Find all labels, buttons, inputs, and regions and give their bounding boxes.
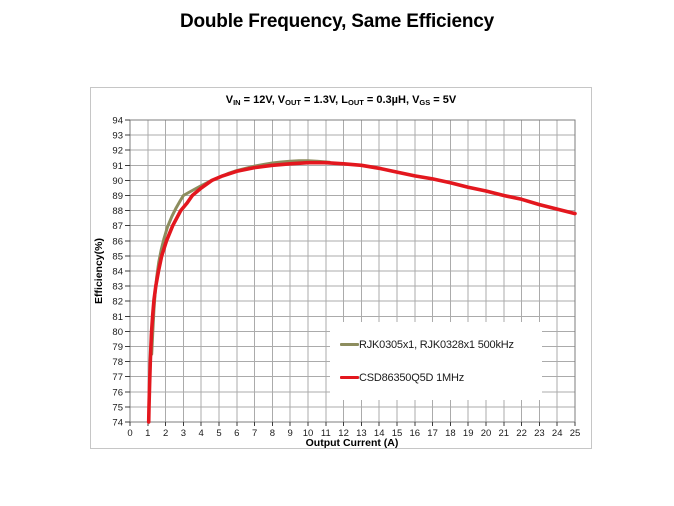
legend-line-swatch <box>340 343 359 346</box>
efficiency-chart-panel: VIN = 12V, VOUT = 1.3V, LOUT = 0.3µH, VG… <box>90 87 592 449</box>
subtitle-text: V <box>225 94 234 106</box>
y-tick-label: 94 <box>112 116 123 127</box>
x-tick-label: 1 <box>145 428 150 439</box>
y-tick-label: 93 <box>112 131 123 142</box>
series-line-500khz <box>150 159 331 356</box>
subtitle-text: = 1.3V, L <box>301 94 348 106</box>
x-tick-label: 5 <box>216 428 221 439</box>
y-tick-label: 80 <box>112 327 123 338</box>
legend-line-swatch <box>340 375 359 380</box>
x-tick-label: 15 <box>392 428 403 439</box>
y-tick-label: 87 <box>112 221 123 232</box>
legend-label: CSD86350Q5D 1MHz <box>359 371 465 384</box>
x-tick-label: 18 <box>445 428 456 439</box>
y-axis-title: Efficiency(%) <box>93 238 105 304</box>
x-tick-label: 21 <box>499 428 510 439</box>
subtitle-text: = 12V, V <box>240 94 286 106</box>
subtitle-subscript: OUT <box>348 98 364 107</box>
page-title: Double Frequency, Same Efficiency <box>179 11 495 32</box>
y-tick-label: 82 <box>112 297 123 308</box>
x-tick-label: 12 <box>338 428 349 439</box>
x-tick-label: 17 <box>427 428 438 439</box>
x-tick-label: 19 <box>463 428 474 439</box>
y-tick-label: 76 <box>112 387 123 398</box>
x-tick-label: 20 <box>481 428 492 439</box>
x-tick-label: 8 <box>270 428 275 439</box>
subtitle-subscript: GS <box>419 98 431 107</box>
x-tick-label: 25 <box>570 428 581 439</box>
x-tick-label: 0 <box>127 428 132 439</box>
y-tick-label: 75 <box>112 402 123 413</box>
legend-entry: RJK0305x1, RJK0328x1 500kHz <box>340 339 542 351</box>
x-tick-label: 23 <box>534 428 545 439</box>
subtitle-text: = 5V <box>430 94 457 106</box>
series-lines <box>146 159 577 424</box>
x-tick-label: 11 <box>321 428 331 439</box>
x-tick-label: 24 <box>552 428 563 439</box>
y-tick-label: 88 <box>112 206 123 217</box>
y-tick-label: 74 <box>112 418 123 429</box>
x-tick-label: 2 <box>163 428 168 439</box>
subtitle-text: = 0.3µH, V <box>363 94 420 106</box>
y-tick-label: 79 <box>112 342 123 353</box>
y-tick-label: 77 <box>112 372 123 383</box>
series-line-1mhz <box>146 160 577 424</box>
x-tick-label: 14 <box>374 428 385 439</box>
y-tick-label: 92 <box>112 146 123 157</box>
x-tick-label: 7 <box>252 428 257 439</box>
subtitle-subscript: OUT <box>285 98 301 107</box>
y-tick-label: 91 <box>112 161 123 172</box>
x-tick-label: 6 <box>234 428 239 439</box>
y-tick-label: 89 <box>112 191 123 202</box>
x-tick-label: 10 <box>303 428 314 439</box>
x-tick-label: 3 <box>181 428 186 439</box>
y-tick-label: 83 <box>112 282 123 293</box>
x-tick-label: 4 <box>199 428 204 439</box>
x-tick-label: 16 <box>410 428 421 439</box>
chart-legend: RJK0305x1, RJK0328x1 500kHz CSD86350Q5D 1… <box>330 322 542 400</box>
x-tick-label: 22 <box>516 428 527 439</box>
y-tick-label: 90 <box>112 176 123 187</box>
y-tick-label: 81 <box>112 312 123 323</box>
chart-subtitle: VIN = 12V, VOUT = 1.3V, LOUT = 0.3µH, VG… <box>91 94 591 107</box>
legend-entry: CSD86350Q5D 1MHz <box>340 372 542 384</box>
tick-labels: 0 1 2 3 4 5 6 7 8 9 10 11 12 13 14 15 16 17 18 19 20 21 22 23 24… <box>112 116 580 440</box>
y-tick-label: 86 <box>112 236 123 247</box>
y-tick-label: 85 <box>112 251 123 262</box>
legend-label: RJK0305x1, RJK0328x1 500kHz <box>359 338 514 351</box>
y-tick-label: 78 <box>112 357 123 368</box>
y-tick-label: 84 <box>112 267 123 278</box>
subtitle-subscript: IN <box>233 98 241 107</box>
x-tick-label: 9 <box>288 428 293 439</box>
x-tick-label: 13 <box>356 428 367 439</box>
tick-marks <box>125 119 576 426</box>
x-axis-title: Output Current (A) <box>306 437 399 449</box>
